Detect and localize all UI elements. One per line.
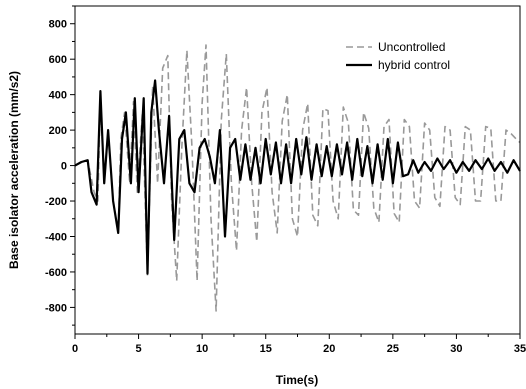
x-axis-title: Time(s): [276, 373, 318, 387]
series-layer: [74, 44, 521, 312]
y-tick-label: -800: [45, 302, 67, 314]
y-axis-title: Base isolator acceleration (mm/s2): [7, 71, 21, 269]
axes-layer: [74, 5, 521, 335]
x-tick-label: 20: [323, 343, 335, 355]
x-tick-label: 35: [514, 343, 526, 355]
y-tick-label: 400: [49, 90, 67, 102]
y-tick-label: 600: [49, 54, 67, 66]
tick-layer: 0 5 10 15 20 25 30 35 -800 -600 -400 -200 0 200 400 600…: [45, 5, 526, 355]
y-tick-label: -200: [45, 196, 67, 208]
x-tick-label: 10: [196, 343, 208, 355]
series-line-hybrid-control: [74, 79, 521, 275]
legend: Uncontrolled hybrid control: [346, 40, 450, 72]
x-tick-label: 5: [136, 343, 142, 355]
x-tick-label: 30: [450, 343, 462, 355]
x-tick-label: 0: [72, 343, 78, 355]
y-tick-label: -600: [45, 267, 67, 279]
plot-frame: [74, 5, 521, 335]
legend-label: hybrid control: [378, 58, 450, 72]
y-tick-label: -400: [45, 231, 67, 243]
series-line-uncontrolled: [74, 44, 521, 312]
legend-label: Uncontrolled: [378, 40, 445, 54]
x-tick-label: 15: [260, 343, 272, 355]
y-tick-label: 800: [49, 19, 67, 31]
y-tick-label: 200: [49, 125, 67, 137]
x-tick-label: 25: [387, 343, 399, 355]
y-tick-label: 0: [61, 161, 67, 173]
